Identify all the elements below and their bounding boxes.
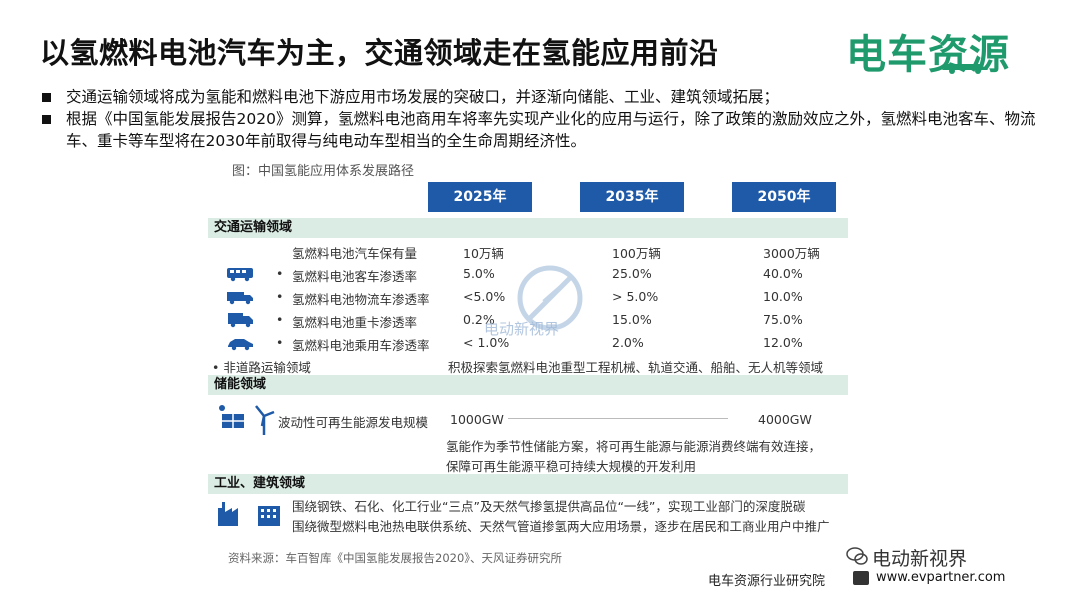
section-industry: 工业、建筑领域 (208, 474, 848, 494)
value-2035: 15.0% (612, 312, 652, 327)
factory-building-icon (218, 502, 280, 526)
bullet-item: 交通运输领域将成为氢能和燃料电池下游应用市场发展的突破口，并逐渐向储能、工业、建… (40, 86, 1050, 108)
section-storage: 储能领域 (208, 375, 848, 395)
footer-institute: 电车资源行业研究院 (708, 574, 826, 589)
row-label: 波动性可再生能源发电规模 (278, 415, 429, 430)
footer-url[interactable]: www.evpartner.com (876, 570, 1006, 585)
industry-note-line: 围绕微型燃料电池热电联供系统、天然气管道掺氢两大应用场景，逐步在居民和工商业用户… (292, 519, 830, 534)
car-logo-icon (942, 64, 988, 74)
bullet-item: 根据《中国氢能发展报告2020》测算，氢燃料电池商用车将率先实现产业化的应用与运… (40, 108, 1050, 152)
square-bullet-icon (42, 115, 51, 124)
storage-note-line: 氢能作为季节性储能方案，将可再生能源与能源消费终端有效连接， (446, 439, 822, 454)
storage-note-line: 保障可再生能源平稳可持续大规模的开发利用 (446, 459, 697, 474)
table-row: • 氢燃料电池客车渗透率 5.0% 25.0% 40.0% (208, 263, 848, 285)
row-label: 氢燃料电池客车渗透率 (292, 269, 418, 284)
bullet-list: 交通运输领域将成为氢能和燃料电池下游应用市场发展的突破口，并逐渐向储能、工业、建… (40, 86, 1050, 152)
value-2025: 10万辆 (463, 246, 504, 261)
value-2025: 0.2% (463, 312, 495, 327)
bullet-dot: • (276, 335, 284, 350)
car-icon (228, 339, 253, 351)
value-2050: 12.0% (763, 335, 803, 350)
table-row: • 氢燃料电池重卡渗透率 0.2% 15.0% 75.0% (208, 309, 848, 331)
value-2035: > 5.0% (612, 289, 659, 304)
table-row: • 非道路运输领域 积极探索氢燃料电池重型工程机械、轨道交通、船舶、无人机等领域 (208, 354, 848, 376)
industry-note-line: 围绕钢铁、石化、化工行业“三点”及天然气掺氢提供高品位“一线”，实现工业部门的深… (292, 499, 806, 514)
row-label: 氢燃料电池物流车渗透率 (292, 292, 430, 307)
truck-icon (228, 313, 253, 328)
offroad-label: • 非道路运输领域 (212, 360, 311, 375)
value-2025: <5.0% (463, 289, 506, 304)
square-bullet-icon (42, 93, 51, 102)
logo-text: 电车资源 (846, 32, 1010, 78)
van-icon (227, 292, 253, 305)
year-header-2025: 2025年 (428, 182, 532, 212)
value-2025: 5.0% (463, 266, 495, 281)
row-label: 氢燃料电池汽车保有量 (292, 246, 418, 261)
bullet-dot: • (276, 289, 284, 304)
watermark-logo-icon (517, 265, 583, 331)
figure-caption: 图：中国氢能应用体系发展路径 (232, 164, 415, 179)
value-2035: 2.0% (612, 335, 644, 350)
bullet-text: 交通运输领域将成为氢能和燃料电池下游应用市场发展的突破口，并逐渐向储能、工业、建… (66, 88, 780, 106)
value-2035: 100万辆 (612, 246, 661, 261)
year-header-2050: 2050年 (732, 182, 836, 212)
section-transport: 交通运输领域 (208, 218, 848, 238)
row-label: 氢燃料电池重卡渗透率 (292, 315, 418, 330)
page-title: 以氢燃料电池汽车为主，交通领域走在氢能应用前沿 (40, 36, 719, 70)
bullet-text: 根据《中国氢能发展报告2020》测算，氢燃料电池商用车将率先实现产业化的应用与运… (66, 110, 1036, 150)
value-2050: 40.0% (763, 266, 803, 281)
progress-line (508, 418, 728, 419)
table-row: • 氢燃料电池乘用车渗透率 < 1.0% 2.0% 12.0% (208, 332, 848, 354)
wechat-icon (846, 547, 868, 565)
development-path-figure: 图：中国氢能应用体系发展路径 2025年 2035年 2050年 交通运输领域 … (208, 160, 848, 570)
solar-wind-icon (219, 405, 275, 435)
value-2050: 75.0% (763, 312, 803, 327)
value-2035: 25.0% (612, 266, 652, 281)
value-2025: < 1.0% (463, 335, 510, 350)
value-2050: 10.0% (763, 289, 803, 304)
value-2050: 3000万辆 (763, 246, 820, 261)
value-2025: 1000GW (450, 412, 504, 427)
row-label: 氢燃料电池乘用车渗透率 (292, 338, 430, 353)
picture-icon (853, 571, 869, 585)
bus-icon (227, 268, 253, 282)
storage-row: 波动性可再生能源发电规模 1000GW 4000GW (208, 409, 848, 431)
year-header-2035: 2035年 (580, 182, 684, 212)
bullet-dot: • (276, 312, 284, 327)
bullet-dot: • (276, 266, 284, 281)
value-2050: 4000GW (758, 412, 812, 427)
table-row: 氢燃料电池汽车保有量 10万辆 100万辆 3000万辆 (208, 240, 848, 262)
figure-source: 资料来源：车百智库《中国氢能发展报告2020》、天风证券研究所 (228, 551, 563, 565)
offroad-value: 积极探索氢燃料电池重型工程机械、轨道交通、船舶、无人机等领域 (448, 360, 824, 375)
evpartner-logo: 电车资源 (846, 22, 1030, 78)
watermark-text: 电动新视界 (484, 320, 560, 338)
wechat-account-name: 电动新视界 (872, 548, 968, 570)
table-row: • 氢燃料电池物流车渗透率 <5.0% > 5.0% 10.0% (208, 286, 848, 308)
